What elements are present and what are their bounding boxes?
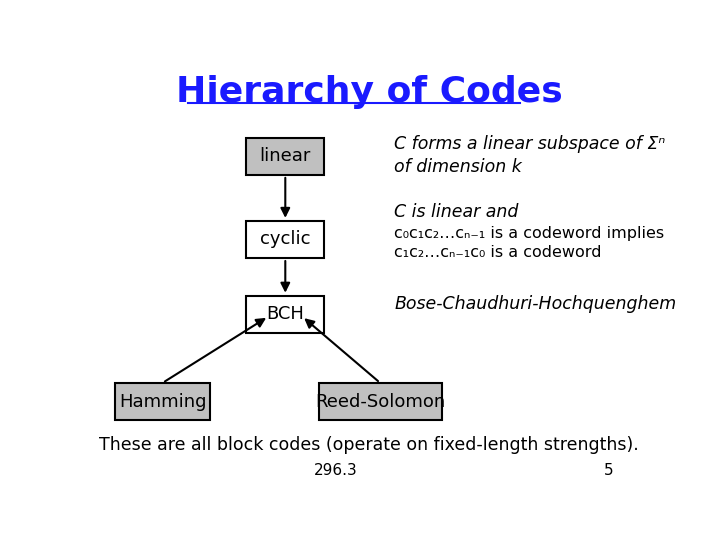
- Text: Hierarchy of Codes: Hierarchy of Codes: [176, 75, 562, 109]
- FancyBboxPatch shape: [115, 383, 210, 420]
- Text: 296.3: 296.3: [314, 463, 357, 478]
- Text: of dimension k: of dimension k: [394, 158, 522, 176]
- Text: C is linear and: C is linear and: [394, 204, 518, 221]
- Text: c₁c₂…cₙ₋₁c₀ is a codeword: c₁c₂…cₙ₋₁c₀ is a codeword: [394, 245, 602, 260]
- Text: C forms a linear subspace of Σⁿ: C forms a linear subspace of Σⁿ: [394, 135, 665, 153]
- Text: c₀c₁c₂…cₙ₋₁ is a codeword implies: c₀c₁c₂…cₙ₋₁ is a codeword implies: [394, 226, 665, 241]
- Text: linear: linear: [260, 147, 311, 165]
- Text: 5: 5: [604, 463, 613, 478]
- Text: Bose-Chaudhuri-Hochquenghem: Bose-Chaudhuri-Hochquenghem: [394, 295, 676, 313]
- Text: BCH: BCH: [266, 305, 305, 323]
- FancyBboxPatch shape: [246, 221, 324, 258]
- Text: cyclic: cyclic: [260, 231, 310, 248]
- Text: These are all block codes (operate on fixed-length strengths).: These are all block codes (operate on fi…: [99, 436, 639, 454]
- FancyBboxPatch shape: [246, 295, 324, 333]
- FancyBboxPatch shape: [246, 138, 324, 175]
- Text: Reed-Solomon: Reed-Solomon: [315, 393, 445, 410]
- Text: Hamming: Hamming: [119, 393, 207, 410]
- FancyBboxPatch shape: [319, 383, 441, 420]
